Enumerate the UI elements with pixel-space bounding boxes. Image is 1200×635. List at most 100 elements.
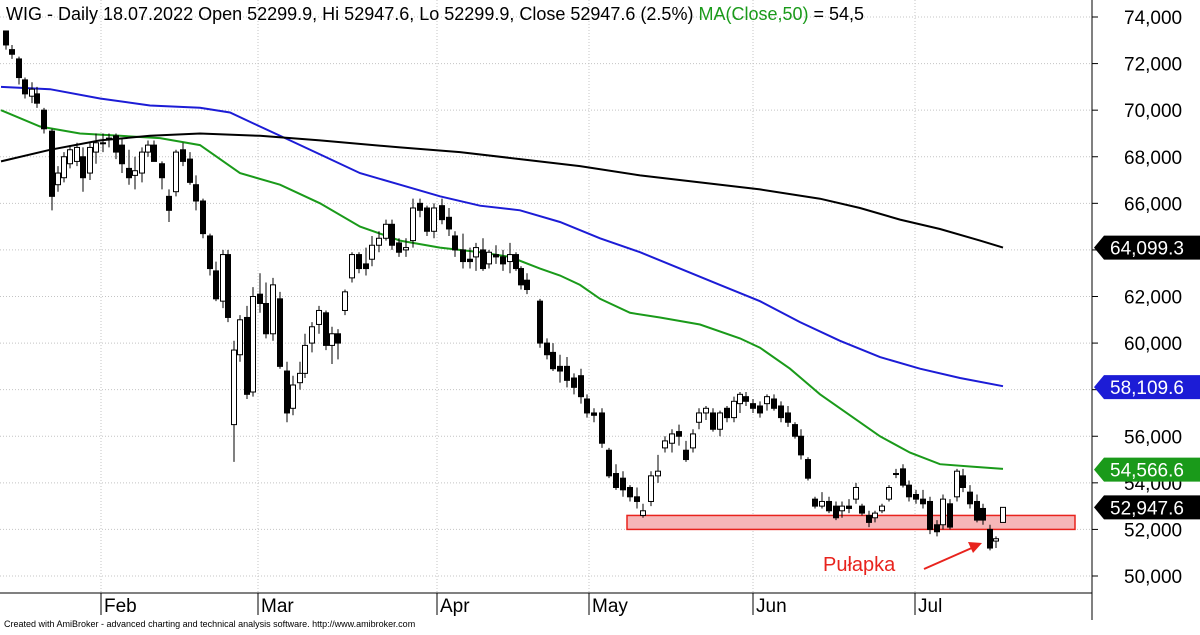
candle bbox=[452, 231, 458, 257]
candle bbox=[676, 424, 682, 446]
candle bbox=[342, 289, 348, 316]
candle-body bbox=[486, 251, 492, 265]
candle-body bbox=[507, 254, 513, 263]
footer-credit: Created with AmiBroker - advanced charti… bbox=[4, 619, 415, 629]
candle-body bbox=[389, 223, 395, 246]
value-label-ma50: 54,566.6 bbox=[1094, 457, 1200, 482]
candle-body bbox=[480, 249, 486, 270]
candle-body bbox=[578, 375, 584, 398]
value-label-close: 52,947.6 bbox=[1094, 495, 1200, 520]
candle-body bbox=[87, 146, 93, 174]
candle bbox=[879, 503, 885, 514]
candle-body bbox=[329, 333, 335, 346]
candle bbox=[537, 298, 543, 348]
value-label-box bbox=[1094, 375, 1200, 400]
candle-body bbox=[100, 142, 106, 145]
candle bbox=[284, 361, 290, 423]
candle bbox=[703, 405, 709, 420]
candle bbox=[913, 489, 919, 504]
candle-body bbox=[356, 254, 362, 270]
candle bbox=[557, 354, 563, 383]
candle bbox=[792, 422, 798, 439]
candle-body bbox=[187, 158, 193, 183]
value-label-ma200: 64,099.3 bbox=[1094, 235, 1200, 260]
candle-body bbox=[16, 58, 22, 79]
candle-body bbox=[993, 538, 999, 542]
candle-body bbox=[3, 30, 9, 46]
candle bbox=[139, 147, 145, 183]
candle bbox=[785, 405, 791, 427]
candle bbox=[61, 152, 67, 183]
candle bbox=[309, 322, 315, 353]
candle-body bbox=[396, 242, 402, 253]
candle-body bbox=[363, 263, 369, 270]
series-line-ma200 bbox=[0, 132, 1004, 249]
candle bbox=[812, 496, 818, 509]
candle-body bbox=[513, 254, 519, 270]
candle-body bbox=[669, 433, 675, 444]
candle-body bbox=[564, 365, 570, 381]
candle bbox=[356, 252, 362, 274]
candle-body bbox=[987, 528, 993, 549]
candle bbox=[846, 499, 852, 514]
candle-body bbox=[900, 468, 906, 486]
candle bbox=[578, 368, 584, 404]
candle bbox=[225, 249, 231, 323]
candle bbox=[323, 310, 329, 351]
candle-body bbox=[696, 412, 702, 423]
candle bbox=[290, 375, 296, 416]
candle-body bbox=[557, 365, 563, 372]
candle-body bbox=[676, 431, 682, 437]
candle-body bbox=[460, 249, 466, 263]
candle bbox=[620, 471, 626, 497]
y-tick-label: 56,000 bbox=[1124, 427, 1182, 448]
candle-body bbox=[410, 207, 416, 242]
candle-body bbox=[473, 247, 479, 258]
value-label-text: 64,099.3 bbox=[1110, 239, 1184, 260]
candle bbox=[518, 266, 524, 290]
candle bbox=[187, 152, 193, 185]
candle-body bbox=[369, 244, 375, 260]
candle-body bbox=[250, 296, 256, 393]
value-label-box bbox=[1094, 457, 1200, 482]
candle-body bbox=[703, 407, 709, 414]
candle bbox=[839, 501, 845, 518]
candle-body bbox=[927, 500, 933, 530]
annotation-arrow-line bbox=[923, 546, 975, 570]
candle-body bbox=[376, 237, 382, 246]
y-tick-label: 66,000 bbox=[1124, 194, 1182, 215]
candle bbox=[710, 408, 716, 432]
x-tick-label: May bbox=[592, 596, 628, 617]
candle-body bbox=[826, 500, 832, 512]
candle-body bbox=[159, 163, 165, 179]
candle-body bbox=[132, 170, 138, 176]
candle-body bbox=[207, 235, 213, 270]
candle-body bbox=[805, 459, 811, 479]
candle-body bbox=[29, 88, 35, 97]
candle bbox=[960, 468, 966, 493]
candle-body bbox=[166, 195, 172, 211]
candle bbox=[126, 149, 132, 185]
candle-body bbox=[717, 412, 723, 430]
candle-body bbox=[22, 79, 28, 95]
candle-body bbox=[467, 258, 473, 263]
candle bbox=[80, 147, 86, 192]
candle bbox=[544, 338, 550, 360]
candle bbox=[87, 142, 93, 181]
y-tick-label: 70,000 bbox=[1124, 101, 1182, 122]
candle bbox=[486, 249, 492, 269]
candle bbox=[900, 464, 906, 488]
value-label-box bbox=[1094, 235, 1200, 260]
candle-body bbox=[584, 398, 590, 414]
candle-body bbox=[417, 202, 423, 211]
candle bbox=[3, 30, 9, 50]
candle-body bbox=[599, 412, 605, 444]
candle bbox=[74, 142, 80, 167]
y-tick-label: 50,000 bbox=[1124, 567, 1182, 588]
candle bbox=[9, 44, 15, 59]
candle-body bbox=[139, 151, 145, 174]
candle-body bbox=[309, 326, 315, 344]
candle bbox=[145, 140, 151, 157]
candle-body bbox=[524, 279, 530, 291]
candle-body bbox=[231, 349, 237, 426]
